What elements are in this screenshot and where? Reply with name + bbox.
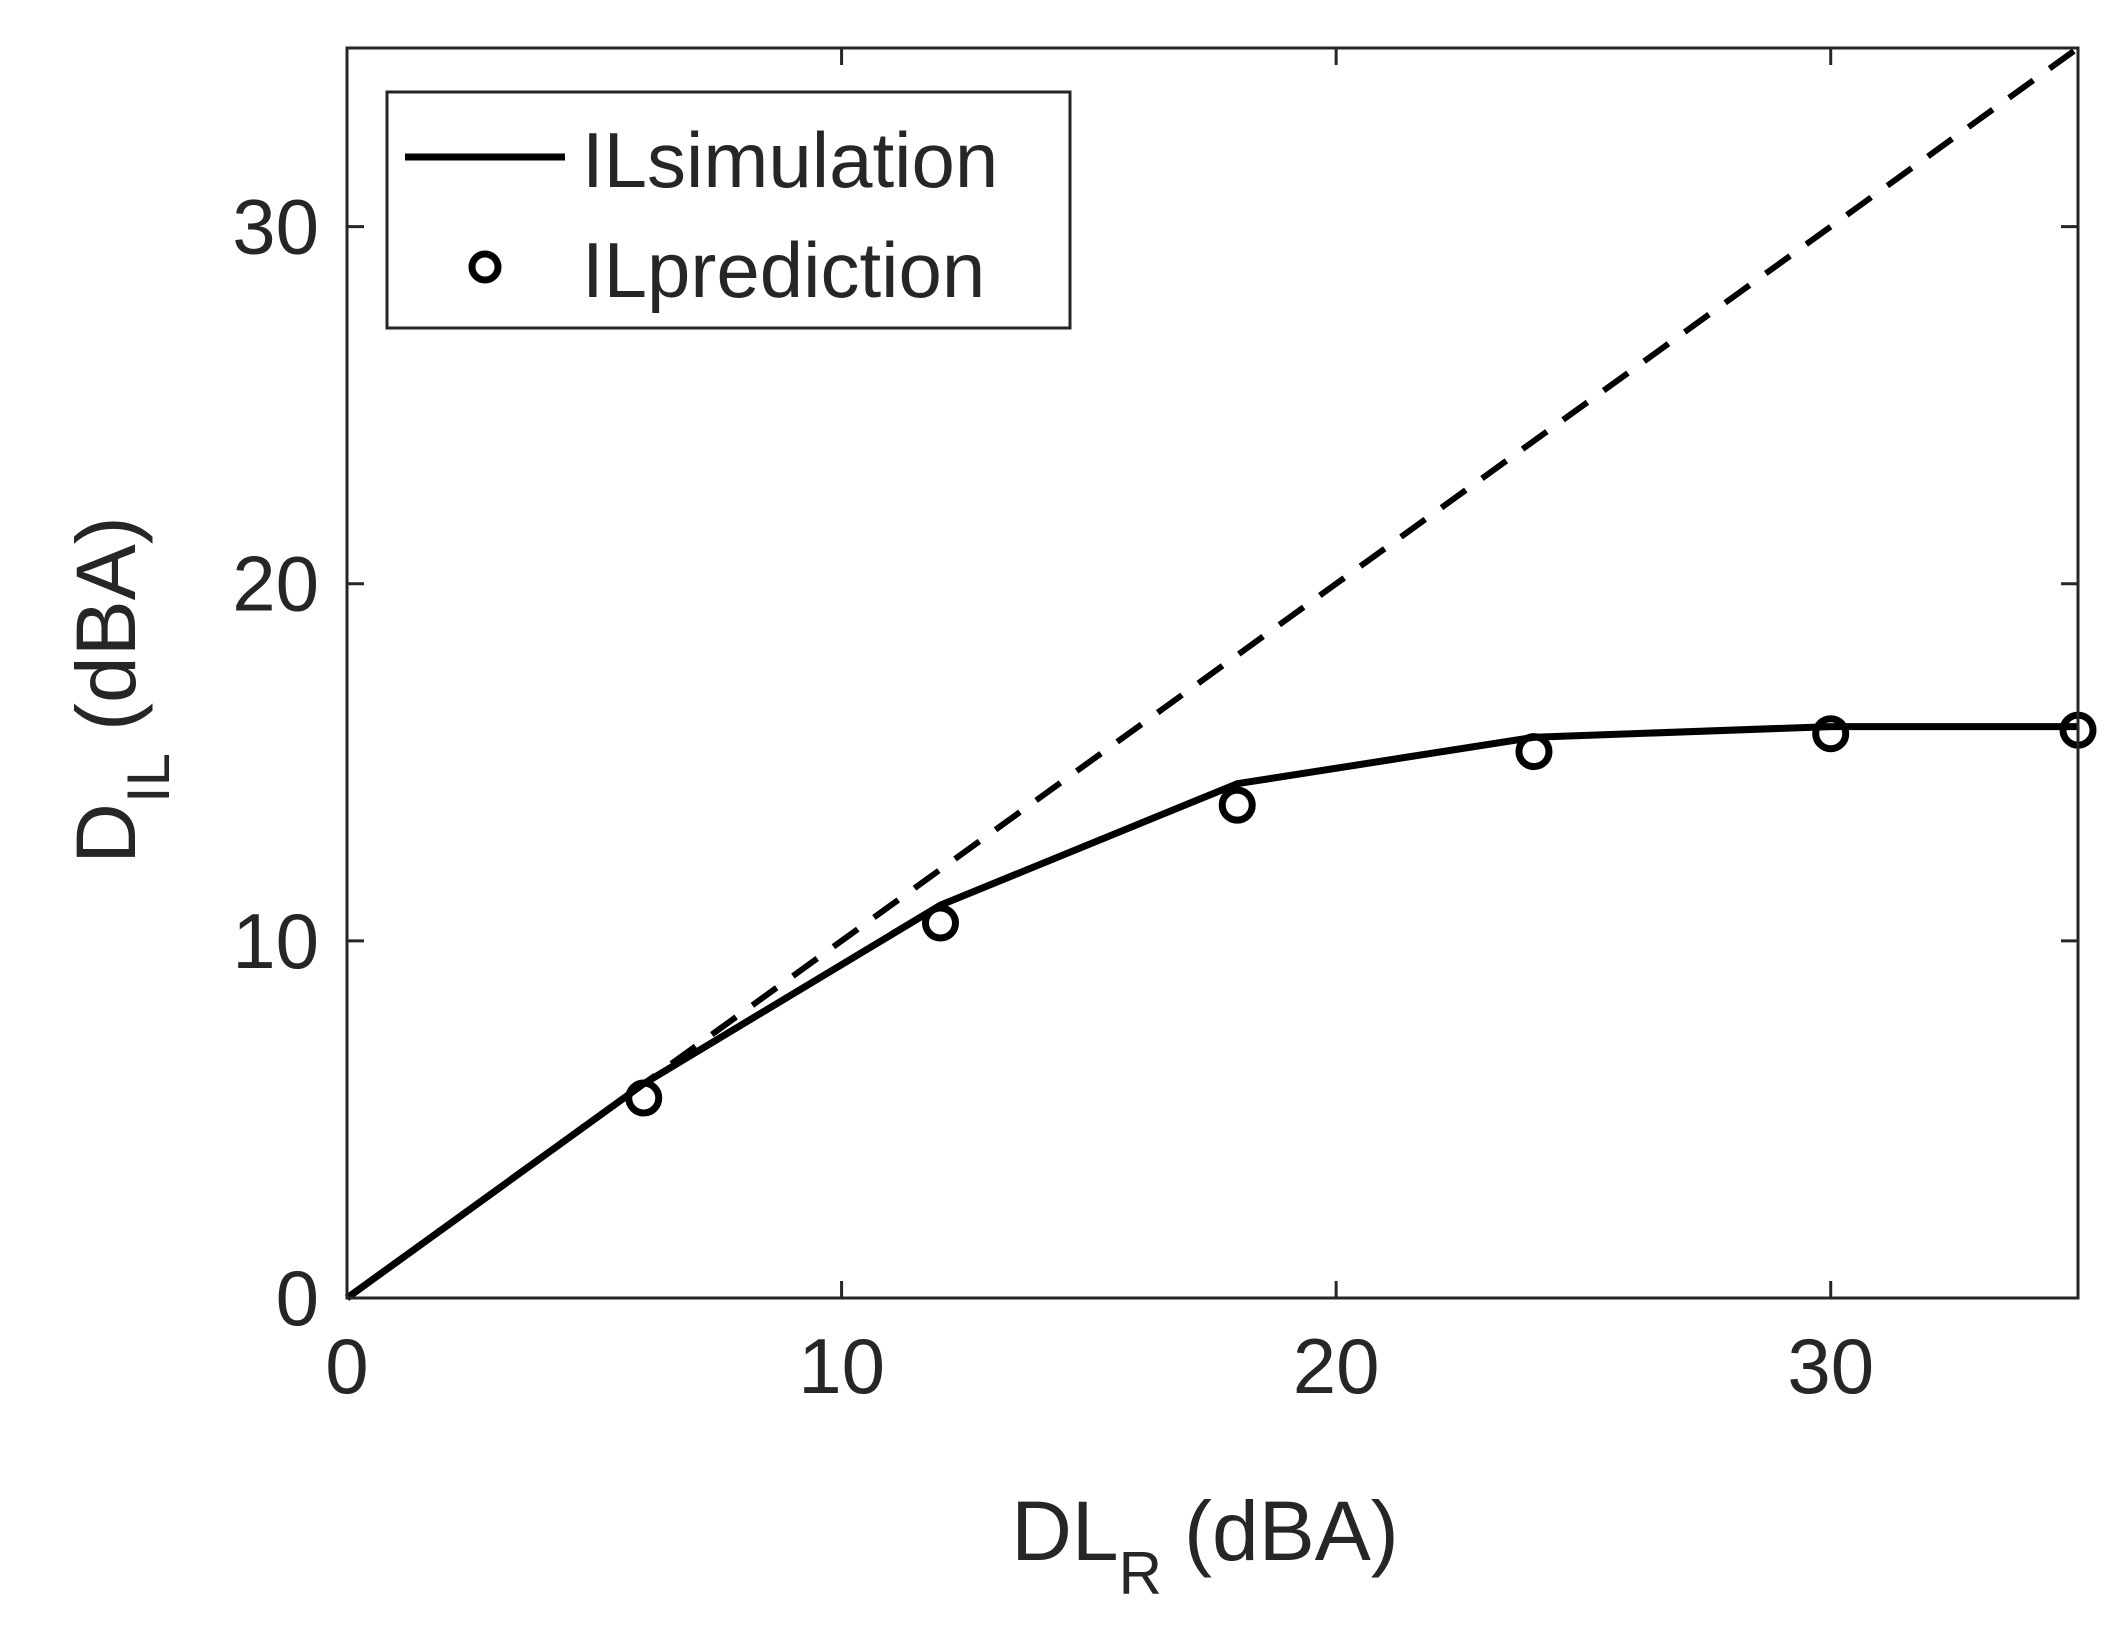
y-axis-label-main: D [59, 803, 153, 864]
y-tick-label: 0 [276, 1254, 319, 1342]
x-tick-label: 20 [1293, 1322, 1380, 1410]
x-axis-label: DLR (dBA) [1011, 1484, 1398, 1607]
y-tick-label: 10 [232, 897, 319, 985]
x-axis-label-sub: R [1119, 1540, 1162, 1607]
legend-box [385, 90, 1072, 330]
y-axis-label-sub: IL [115, 753, 182, 803]
legend-label-prediction: ILprediction [582, 226, 985, 314]
prediction-marker [1218, 786, 1256, 824]
prediction-marker [1812, 715, 1850, 753]
legend-label-simulation: ILsimulation [582, 116, 998, 204]
y-axis-label-unit: (dBA) [59, 516, 153, 731]
x-tick-label: 10 [798, 1322, 885, 1410]
x-axis-label-main: DL [1011, 1484, 1118, 1578]
x-tick-label: 0 [325, 1322, 368, 1410]
axes-box [345, 46, 2080, 1300]
reference-dashed-line [345, 45, 2080, 1301]
plot-area [344, 45, 2097, 1301]
x-tick-label: 30 [1787, 1322, 1874, 1410]
prediction-marker [921, 904, 959, 942]
y-tick-label: 30 [232, 183, 319, 271]
axis-ticks: 0 10 20 30 0 10 20 30 [232, 46, 2080, 1410]
legend: ILsimulation ILprediction [385, 90, 1072, 330]
y-axis-label: DIL (dBA) [59, 516, 182, 863]
x-axis-label-unit: (dBA) [1184, 1484, 1399, 1578]
y-tick-label: 20 [232, 540, 319, 628]
prediction-marker [1515, 733, 1553, 771]
legend-marker-swatch [468, 250, 502, 284]
